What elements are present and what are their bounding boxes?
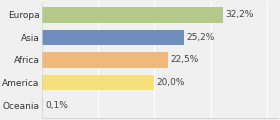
- Bar: [42, 97, 43, 113]
- Bar: [42, 52, 169, 68]
- Text: 22,5%: 22,5%: [171, 55, 199, 64]
- Text: 0,1%: 0,1%: [45, 101, 68, 110]
- Bar: [42, 30, 184, 45]
- Bar: [42, 75, 155, 90]
- Text: 32,2%: 32,2%: [225, 10, 254, 19]
- Text: 20,0%: 20,0%: [157, 78, 185, 87]
- Bar: [42, 7, 223, 23]
- Text: 25,2%: 25,2%: [186, 33, 214, 42]
